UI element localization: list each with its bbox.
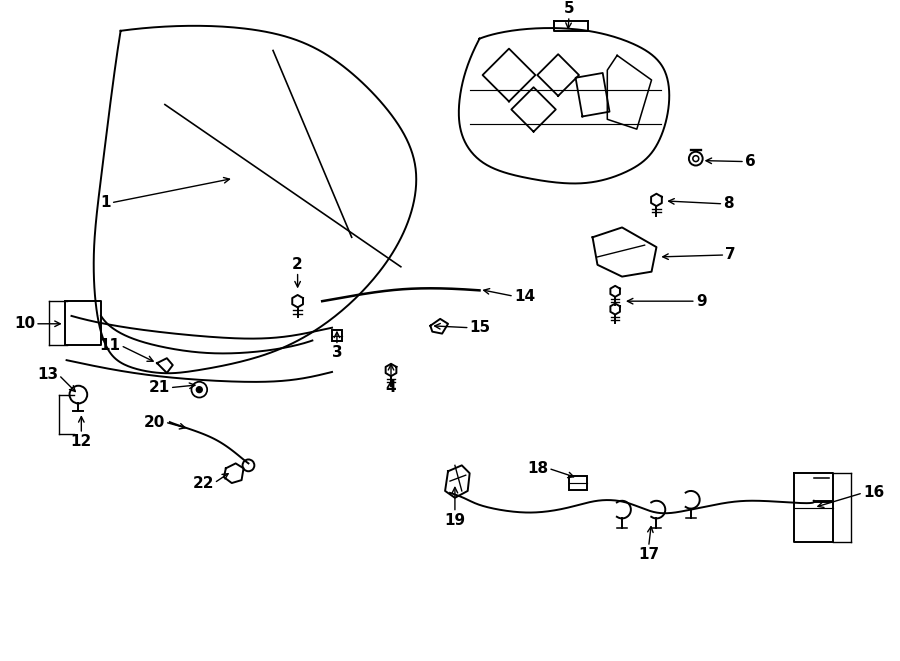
Text: 9: 9 <box>696 293 706 309</box>
Text: 14: 14 <box>514 289 535 304</box>
Bar <box>332 330 342 342</box>
Text: 8: 8 <box>724 196 733 212</box>
Text: 4: 4 <box>386 380 396 395</box>
Text: 17: 17 <box>638 547 659 562</box>
Text: 22: 22 <box>193 475 214 490</box>
Text: 20: 20 <box>143 414 165 430</box>
Text: 2: 2 <box>292 256 303 272</box>
Text: 19: 19 <box>445 512 465 527</box>
Text: 15: 15 <box>470 320 490 335</box>
Text: 16: 16 <box>863 485 884 500</box>
Bar <box>569 476 587 490</box>
Text: 10: 10 <box>14 316 35 331</box>
Text: 12: 12 <box>71 434 92 449</box>
Text: 18: 18 <box>527 461 548 476</box>
Text: 13: 13 <box>38 368 58 383</box>
Text: 11: 11 <box>100 338 121 353</box>
Text: 6: 6 <box>745 154 756 169</box>
Text: 21: 21 <box>148 380 170 395</box>
Circle shape <box>196 387 202 393</box>
Text: 3: 3 <box>331 346 342 360</box>
Text: 5: 5 <box>563 1 574 16</box>
Text: 7: 7 <box>725 247 736 262</box>
Text: 1: 1 <box>100 196 111 210</box>
